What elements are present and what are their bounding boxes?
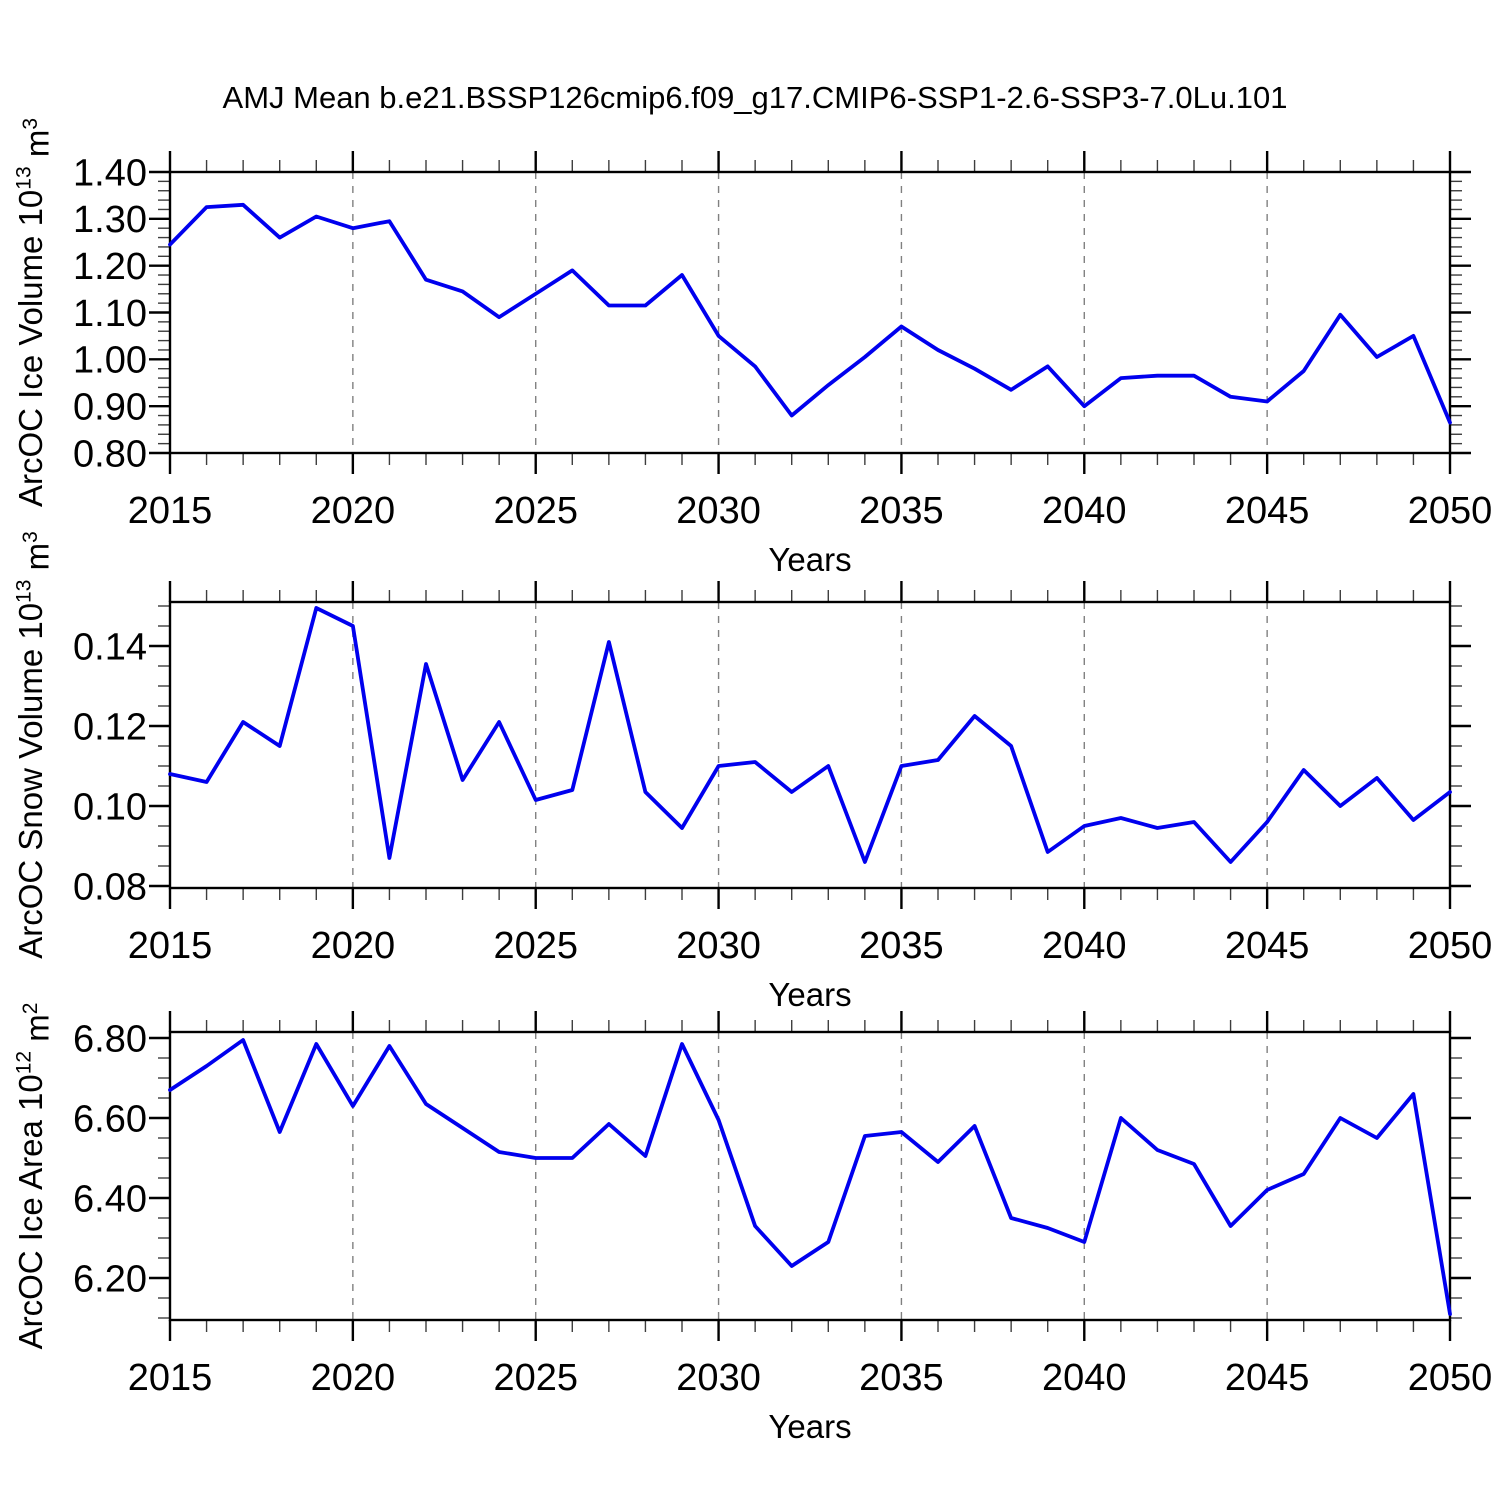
y-tick-labels: 0.08 0.10 0.12 0.14	[73, 626, 147, 908]
x-tick-label: 2030	[676, 1357, 761, 1399]
x-tick-label: 2015	[128, 925, 213, 967]
x-tick-label: 2020	[311, 1357, 396, 1399]
x-tick-label: 2030	[676, 925, 761, 967]
y-axis-title-ice-area: ArcOC Ice Area 1012 m2	[12, 1003, 56, 1350]
y-tick-label: 1.30	[73, 199, 147, 241]
y-tick-label: 0.80	[73, 433, 147, 475]
y-tick-label: 1.40	[73, 152, 147, 194]
x-tick-label: 2035	[859, 490, 944, 532]
x-tick-label: 2030	[676, 490, 761, 532]
y-axis-title-ice-volume: ArcOC Ice Volume 1013 m3	[12, 118, 56, 507]
y-tick-label: 0.08	[73, 866, 147, 908]
x-axis-title-ice-area: Years	[768, 1408, 851, 1445]
x-tick-label: 2025	[493, 1357, 578, 1399]
x-tick-label: 2045	[1225, 1357, 1310, 1399]
axis-ticks	[149, 581, 1471, 909]
x-axis-title-snow-volume: Years	[768, 976, 851, 1013]
panel-ice-volume: 2015 2020 2025 2030 2035 2040 2045 2050 0.80 0.90…	[12, 118, 1492, 578]
y-tick-label: 1.20	[73, 246, 147, 288]
x-tick-label: 2025	[493, 925, 578, 967]
x-tick-labels: 2015 2020 2025 2030 2035 2040 2045 2050	[128, 490, 1493, 532]
gridlines	[352, 1032, 1268, 1320]
y-tick-label: 1.00	[73, 340, 147, 382]
series-line-ice-area	[168, 1038, 1452, 1316]
y-tick-label: 6.60	[73, 1098, 147, 1140]
y-tick-label: 1.10	[73, 293, 147, 335]
plot-frame	[168, 1030, 1452, 1322]
x-tick-labels: 2015 2020 2025 2030 2035 2040 2045 2050	[128, 1357, 1493, 1399]
axis-ticks	[149, 151, 1471, 474]
series-line-ice-volume	[168, 202, 1452, 425]
y-tick-label: 6.40	[73, 1178, 147, 1220]
plot-frame	[168, 600, 1452, 890]
x-tick-label: 2045	[1225, 490, 1310, 532]
x-tick-labels: 2015 2020 2025 2030 2035 2040 2045 2050	[128, 925, 1493, 967]
x-tick-label: 2040	[1042, 925, 1127, 967]
x-tick-label: 2025	[493, 490, 578, 532]
gridlines	[352, 602, 1268, 888]
x-tick-label: 2050	[1408, 925, 1493, 967]
y-tick-labels: 6.20 6.40 6.60 6.80	[73, 1018, 147, 1300]
panel-ice-area: 2015 2020 2025 2030 2035 2040 2045 2050 6.20 6.40…	[12, 1003, 1492, 1445]
x-axis-title-ice-volume: Years	[768, 541, 851, 578]
y-tick-labels: 0.80 0.901.00 1.10 1.20 1.30 1.40	[73, 152, 147, 475]
gridlines	[352, 172, 1268, 453]
y-tick-label: 0.12	[73, 706, 147, 748]
y-tick-label: 6.80	[73, 1018, 147, 1060]
y-axis-title-snow-volume: ArcOC Snow Volume 1013 m3	[12, 531, 56, 959]
chart-title: AMJ Mean b.e21.BSSP126cmip6.f09_g17.CMIP…	[222, 80, 1288, 115]
x-tick-label: 2035	[859, 925, 944, 967]
x-tick-label: 2015	[128, 1357, 213, 1399]
y-tick-label: 0.90	[73, 386, 147, 428]
x-tick-label: 2040	[1042, 490, 1127, 532]
y-tick-label: 0.14	[73, 626, 147, 668]
panel-snow-volume: 2015 2020 2025 2030 2035 2040 2045 2050 0.08 0.10…	[12, 531, 1492, 1013]
x-tick-label: 2020	[311, 490, 396, 532]
x-tick-label: 2040	[1042, 1357, 1127, 1399]
x-tick-label: 2050	[1408, 490, 1493, 532]
x-tick-label: 2015	[128, 490, 213, 532]
y-tick-label: 0.10	[73, 786, 147, 828]
x-tick-label: 2035	[859, 1357, 944, 1399]
x-tick-label: 2045	[1225, 925, 1310, 967]
x-tick-label: 2020	[311, 925, 396, 967]
x-tick-label: 2050	[1408, 1357, 1493, 1399]
series-line-snow-volume	[168, 606, 1452, 864]
y-tick-label: 6.20	[73, 1258, 147, 1300]
axis-ticks	[149, 1011, 1471, 1341]
plot-frame	[168, 170, 1452, 455]
